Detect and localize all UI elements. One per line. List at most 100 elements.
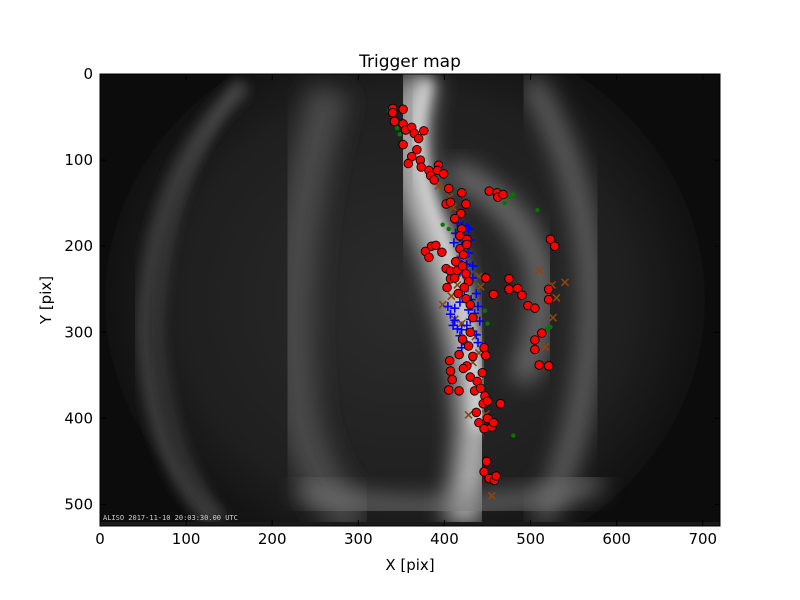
point-plus <box>449 238 459 248</box>
point-circle <box>537 328 547 338</box>
point-circle <box>488 289 499 300</box>
point-circle <box>498 189 508 200</box>
point-circle <box>458 250 469 260</box>
point-x <box>535 266 544 275</box>
point-dot <box>511 192 516 197</box>
point-plus <box>445 309 455 319</box>
point-circle <box>458 363 469 374</box>
point-circle <box>504 274 514 284</box>
y-tick-label: 200 <box>64 237 93 255</box>
point-circle <box>530 344 540 355</box>
point-circle <box>504 284 514 294</box>
point-circle <box>530 335 540 345</box>
point-plus <box>473 301 483 311</box>
point-circle <box>438 169 449 179</box>
point-plus <box>468 261 478 271</box>
point-plus <box>443 301 453 311</box>
point-circle <box>477 368 488 378</box>
point-circle <box>465 299 476 310</box>
point-dot <box>446 226 451 232</box>
point-dot <box>535 207 540 213</box>
point-circle <box>388 107 398 118</box>
point-dot <box>394 126 400 131</box>
point-plus <box>475 316 485 326</box>
point-dot <box>511 433 516 438</box>
point-circle <box>491 471 501 481</box>
point-circle <box>468 312 478 323</box>
y-tick-label: 300 <box>64 323 93 341</box>
point-circle <box>389 116 400 127</box>
point-circle <box>429 175 439 185</box>
point-dot <box>482 308 488 313</box>
point-circle <box>465 327 476 338</box>
point-plus <box>471 289 481 299</box>
point-circle <box>424 252 434 263</box>
timestamp-label: ALISO 2017-11-10 20:03:30.00 UTC <box>103 514 238 522</box>
point-circle <box>459 282 470 293</box>
point-circle <box>457 334 468 344</box>
y-tick-label: 500 <box>64 495 93 513</box>
point-plus <box>457 325 467 335</box>
point-x <box>552 293 561 302</box>
point-circle <box>530 303 540 313</box>
point-circle <box>445 197 456 208</box>
point-plus <box>452 324 462 334</box>
point-x <box>548 313 558 322</box>
x-axis-label: X [pix] <box>385 556 434 574</box>
y-tick-label: 100 <box>64 151 93 169</box>
point-circle <box>468 351 478 362</box>
point-circle <box>481 456 492 467</box>
point-circle <box>481 350 491 361</box>
point-circle <box>416 162 426 172</box>
point-x <box>476 282 485 291</box>
point-circle <box>479 467 489 477</box>
point-circle <box>456 188 467 198</box>
y-axis-label: Y [pix] <box>37 276 55 325</box>
point-plus <box>462 320 472 330</box>
point-circle <box>450 213 460 224</box>
point-x <box>541 342 550 351</box>
x-tick-label: 0 <box>95 530 105 548</box>
point-circle <box>545 234 556 245</box>
point-circle <box>549 241 560 251</box>
point-circle <box>465 372 476 382</box>
point-circle <box>461 199 471 209</box>
x-tick-label: 400 <box>430 530 459 548</box>
point-x <box>487 491 496 500</box>
x-tick-label: 200 <box>258 530 287 548</box>
point-circle <box>444 183 454 194</box>
point-circle <box>461 268 471 279</box>
point-circle <box>398 139 408 150</box>
point-circle <box>453 288 463 299</box>
point-circle <box>413 133 424 144</box>
x-axis-ticks: 0 100 200 300 400 500 600 700 <box>95 74 717 548</box>
point-circle <box>444 355 455 366</box>
x-tick-label: 600 <box>602 530 631 548</box>
point-x <box>464 410 473 420</box>
point-circle <box>482 396 493 406</box>
point-circle <box>454 386 464 396</box>
chart-title: Trigger map <box>358 52 461 72</box>
point-circle <box>488 417 499 428</box>
point-circle <box>543 284 554 294</box>
point-circle <box>437 247 447 257</box>
point-circle <box>479 423 489 434</box>
point-circle <box>474 417 484 428</box>
point-circle <box>462 239 472 250</box>
point-circle <box>442 282 452 293</box>
point-circle <box>398 104 408 115</box>
x-tick-label: 100 <box>172 530 201 548</box>
point-dot <box>544 326 550 332</box>
point-dot <box>397 132 402 137</box>
point-circle <box>457 261 468 271</box>
point-plus <box>473 338 483 348</box>
point-circle <box>444 385 454 395</box>
point-circle <box>495 398 506 409</box>
point-circle <box>403 158 414 169</box>
point-circle <box>463 341 474 351</box>
point-x <box>560 278 570 287</box>
point-circle <box>479 343 489 353</box>
point-circle <box>447 374 457 385</box>
y-axis-ticks: 0 100 200 300 400 500 <box>64 65 720 513</box>
